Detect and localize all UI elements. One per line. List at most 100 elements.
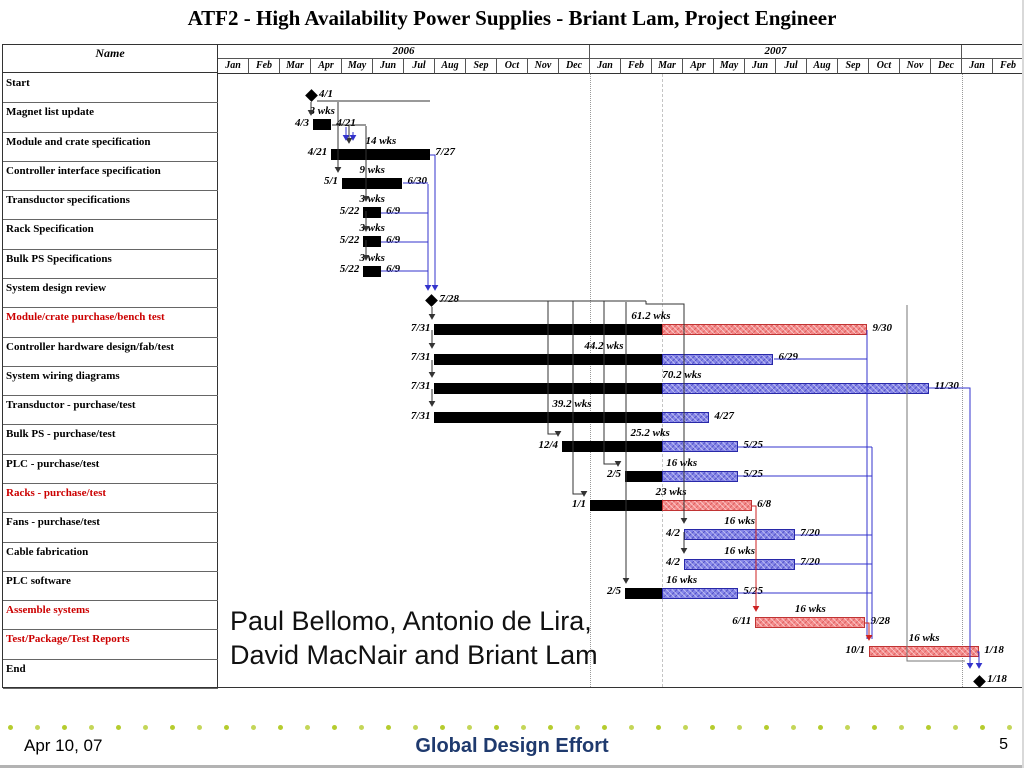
footer-dot	[656, 725, 661, 730]
gantt-bar-complete	[434, 353, 663, 365]
slide-title: ATF2 - High Availability Power Supplies …	[187, 6, 837, 30]
finish-date-label: 6/29	[778, 351, 799, 364]
duration-label: 44.2 wks	[584, 339, 624, 352]
task-name: Module and crate specification	[3, 133, 218, 162]
start-date-label: 7/31	[410, 409, 431, 422]
start-date-label: 7/31	[410, 351, 431, 364]
year-header: 2006	[218, 45, 590, 59]
footer-dot	[710, 725, 715, 730]
gantt-bar-complete	[562, 441, 663, 453]
start-date-label: 2/5	[607, 468, 622, 481]
finish-date-label: 6/8	[757, 497, 772, 510]
footer-dot	[143, 725, 148, 730]
finish-date-label: 4/27	[714, 409, 734, 422]
duration-label: 3 wks	[359, 251, 385, 264]
task-name-column: Name Start Magnet list update Module and c…	[3, 45, 218, 689]
gantt-bar-complete	[363, 236, 382, 248]
footer-dot	[1007, 725, 1012, 730]
month-header: Jul	[776, 59, 807, 74]
duration-label: 16 wks	[666, 456, 698, 469]
month-header: Oct	[869, 59, 900, 74]
engineer-names-line2: David MacNair and Briant Lam	[230, 640, 598, 670]
duration-label: 25.2 wks	[630, 427, 670, 440]
milestone-date-label: 7/28	[439, 292, 459, 305]
month-header: Sep	[466, 59, 497, 74]
gantt-bar-remaining	[662, 470, 739, 482]
gantt-bar-complete	[625, 587, 663, 599]
start-date-label: 4/3	[294, 116, 310, 129]
milestone-date-label: 4/1	[319, 87, 334, 100]
footer-dot	[413, 725, 418, 730]
duration-label: 70.2 wks	[662, 368, 702, 381]
month-header: Dec	[931, 59, 962, 74]
footer-dot	[818, 725, 823, 730]
footer-dot	[899, 725, 904, 730]
footer-dot	[872, 725, 877, 730]
finish-date-label: 1/18	[984, 643, 1004, 656]
duration-label: 16 wks	[666, 573, 698, 586]
footer-dot	[440, 725, 445, 730]
footer-dot	[575, 725, 580, 730]
month-header: Apr	[683, 59, 714, 74]
month-header: Aug	[807, 59, 838, 74]
start-date-label: 1/1	[571, 497, 586, 510]
task-name: Transductor specifications	[3, 191, 218, 221]
year-boundary-line	[590, 74, 591, 687]
task-name: Transductor - purchase/test	[3, 396, 218, 426]
month-header: Nov	[900, 59, 931, 74]
month-header: Jun	[745, 59, 776, 74]
gantt-bar-remaining	[662, 500, 753, 511]
duration-label: 16 wks	[724, 515, 756, 528]
footer-dot	[494, 725, 499, 730]
month-header: Dec	[559, 59, 590, 74]
start-date-label: 5/22	[339, 263, 360, 276]
finish-date-label: 4/21	[336, 116, 356, 129]
finish-date-label: 5/25	[743, 468, 763, 481]
month-header: May	[342, 59, 373, 74]
finish-date-label: 7/27	[435, 146, 455, 159]
duration-label: 61.2 wks	[631, 310, 671, 323]
footer-dot	[116, 725, 121, 730]
year-header: 2007	[590, 45, 962, 59]
task-name: Fans - purchase/test	[3, 513, 218, 543]
gantt-bar-complete	[434, 324, 663, 336]
start-date-label: 5/1	[323, 175, 338, 188]
gantt-bar-complete	[625, 470, 663, 482]
gantt-bar-complete	[313, 119, 332, 131]
gantt-bar-complete	[434, 412, 663, 424]
task-name: PLC - purchase/test	[3, 455, 218, 484]
finish-date-label: 5/25	[743, 585, 763, 598]
month-header: Jan	[218, 59, 249, 74]
footer-dot	[62, 725, 67, 730]
footer-dot	[764, 725, 769, 730]
footer-dot	[332, 725, 337, 730]
task-name: Rack Specification	[3, 220, 218, 250]
task-name: Controller hardware design/fab/test	[3, 338, 218, 367]
duration-label: 39.2 wks	[552, 398, 592, 411]
finish-date-label: 6/9	[386, 263, 401, 276]
month-header: Jan	[962, 59, 993, 74]
footer-dot	[305, 725, 310, 730]
month-header: Aug	[435, 59, 466, 74]
start-date-label: 4/2	[665, 526, 681, 539]
finish-date-label: 5/25	[743, 438, 763, 451]
finish-date-label: 9/28	[870, 614, 890, 627]
footer-dot	[602, 725, 607, 730]
gantt-bar-remaining	[662, 382, 930, 394]
start-date-label: 5/22	[339, 204, 360, 217]
gantt-bar-remaining	[662, 412, 710, 424]
footer-dot	[386, 725, 391, 730]
start-date-label: 6/11	[732, 614, 752, 627]
duration-label: 3 wks	[359, 222, 385, 235]
month-header: Feb	[249, 59, 280, 74]
footer-dot	[791, 725, 796, 730]
engineer-names-line1: Paul Bellomo, Antonio de Lira,	[230, 606, 592, 636]
gantt-bar-remaining	[662, 441, 739, 453]
start-date-label: 7/31	[410, 380, 431, 393]
footer-dot	[251, 725, 256, 730]
gantt-bar-remaining	[662, 587, 739, 599]
month-header: Oct	[497, 59, 528, 74]
gantt-bar-complete	[331, 148, 431, 160]
start-date-label: 10/1	[845, 643, 865, 656]
duration-label: 14 wks	[365, 134, 397, 147]
